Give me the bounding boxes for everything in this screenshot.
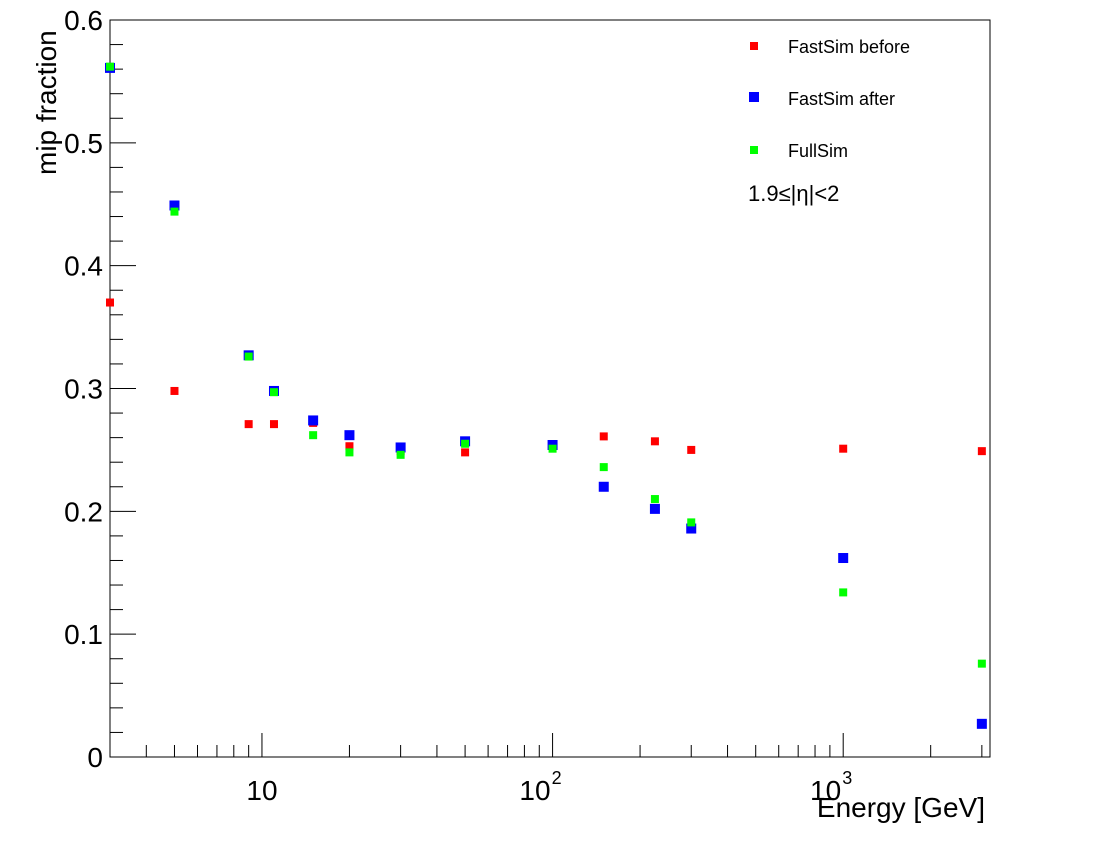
y-tick-label: 0.1 bbox=[64, 619, 103, 650]
point-fullsim bbox=[170, 207, 179, 216]
point-fastsim-before bbox=[599, 432, 608, 441]
point-fullsim bbox=[269, 388, 278, 397]
y-tick-label: 0 bbox=[87, 742, 103, 773]
point-fastsim-before bbox=[687, 445, 696, 454]
x-tick-label-exponent: 2 bbox=[552, 768, 562, 788]
x-tick-label: 10 bbox=[246, 775, 277, 806]
x-axis-ticks bbox=[109, 733, 983, 757]
point-fullsim bbox=[650, 495, 659, 504]
data-points bbox=[105, 62, 987, 729]
point-fastsim-after bbox=[395, 442, 406, 453]
point-fastsim-after bbox=[976, 718, 987, 729]
point-fastsim-before bbox=[461, 448, 470, 457]
point-fastsim-after bbox=[344, 430, 355, 441]
legend-marker-fullsim bbox=[750, 146, 758, 154]
point-fullsim bbox=[687, 518, 696, 527]
point-fastsim-before bbox=[269, 420, 278, 429]
point-fullsim bbox=[244, 352, 253, 361]
eta-range-annotation: 1.9≤|η|<2 bbox=[748, 181, 839, 206]
point-fullsim bbox=[839, 588, 848, 597]
point-fullsim bbox=[599, 463, 608, 472]
series-fastsim-after bbox=[105, 62, 987, 729]
point-fastsim-after bbox=[838, 553, 849, 564]
point-fullsim bbox=[461, 439, 470, 448]
point-fastsim-before bbox=[977, 447, 986, 456]
series-fullsim bbox=[106, 62, 986, 668]
legend-marker-fastsim-after bbox=[749, 92, 759, 102]
x-tick-label-exponent: 3 bbox=[842, 768, 852, 788]
point-fastsim-before bbox=[244, 420, 253, 429]
x-axis-tick-labels: 10 10 2 10 3 bbox=[246, 768, 852, 806]
legend-marker-fastsim-before bbox=[750, 42, 758, 50]
point-fastsim-after bbox=[169, 200, 180, 211]
point-fullsim bbox=[548, 444, 557, 453]
point-fastsim-before bbox=[839, 444, 848, 453]
x-tick-label-base: 10 bbox=[810, 775, 841, 806]
y-axis-ticks bbox=[110, 19, 136, 758]
legend-label-fastsim-after: FastSim after bbox=[788, 89, 895, 109]
point-fullsim bbox=[309, 431, 318, 440]
legend: FastSim before FastSim after FullSim bbox=[749, 37, 910, 161]
y-tick-label: 0.3 bbox=[64, 374, 103, 405]
series-fastsim-before bbox=[106, 298, 986, 457]
x-tick-label-base: 10 bbox=[519, 775, 550, 806]
point-fastsim-before bbox=[170, 386, 179, 395]
point-fullsim bbox=[396, 450, 405, 459]
point-fullsim bbox=[106, 62, 114, 71]
y-tick-label: 0.2 bbox=[64, 496, 103, 527]
y-axis-tick-labels: 0 0.1 0.2 0.3 0.4 0.5 0.6 bbox=[64, 5, 103, 773]
y-tick-label: 0.6 bbox=[64, 5, 103, 36]
point-fullsim bbox=[345, 448, 354, 457]
point-fastsim-after bbox=[686, 523, 697, 534]
point-fastsim-after bbox=[598, 481, 609, 492]
x-axis-title: Energy [GeV] bbox=[817, 792, 985, 823]
point-fastsim-before bbox=[106, 298, 114, 307]
point-fastsim-after bbox=[649, 503, 660, 514]
y-tick-label: 0.4 bbox=[64, 251, 103, 282]
legend-label-fullsim: FullSim bbox=[788, 141, 848, 161]
y-axis-title: mip fraction bbox=[31, 30, 62, 175]
legend-label-fastsim-before: FastSim before bbox=[788, 37, 910, 57]
point-fastsim-before bbox=[345, 442, 354, 451]
point-fullsim bbox=[977, 659, 986, 668]
point-fastsim-before bbox=[650, 437, 659, 446]
y-tick-label: 0.5 bbox=[64, 128, 103, 159]
plot-frame bbox=[109, 19, 991, 758]
point-fastsim-after bbox=[308, 415, 319, 426]
